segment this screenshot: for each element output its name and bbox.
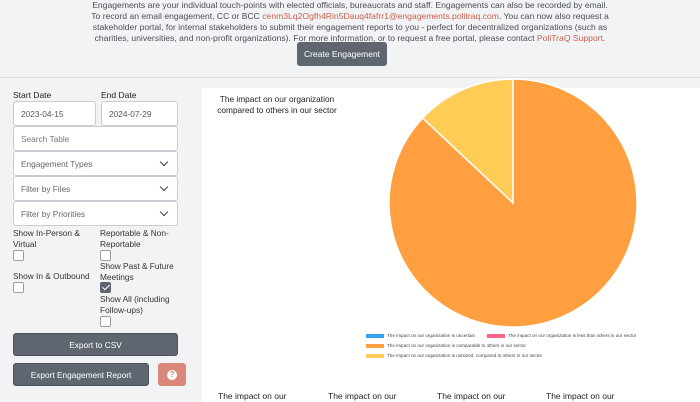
intro-line-4-post: . [603,33,606,43]
engagement-types-select[interactable]: Engagement Types [13,151,178,176]
show-all-label: Show All (including Follow-ups) [100,294,170,315]
end-date-input[interactable]: 2024-07-29 [101,101,178,126]
create-engagement-button[interactable]: Create Engagement [297,42,387,66]
support-link[interactable]: PoliTraQ Support [536,33,603,43]
legend-item-uncertain[interactable]: The impact on our organization is uncert… [366,333,475,338]
end-date-label: End Date [101,90,137,100]
filter-priorities-select[interactable]: Filter by Priorities [13,201,178,226]
legend-item-comparable[interactable]: The impact on our organization is compar… [366,343,526,348]
past-future-label: Show Past & Future Meetings [100,261,174,282]
start-date-input[interactable]: 2023-04-15 [13,101,96,126]
intro-line-2: To record an email engagement, CC or BCC… [0,11,700,22]
legend-swatch-yellow [366,353,384,358]
legend-item-less[interactable]: The impact on our organization is less t… [487,333,636,338]
intro-line-4-pre: charities, universities, and non-profit … [94,33,537,43]
in-person-label: Show In-Person & Virtual [13,228,80,249]
filter-priorities-label: Filter by Priorities [21,208,86,219]
subchart-title-1: The impact on our [218,391,287,401]
intro-line-2-post: . You can now also request a [498,11,609,21]
export-csv-button[interactable]: Export to CSV [13,333,178,356]
help-button[interactable]: ? [158,363,186,386]
chevron-down-icon [159,182,169,192]
help-icon: ? [167,369,177,380]
chevron-down-icon [159,207,169,217]
chart-title: The impact on our organization compared … [217,94,337,115]
legend-swatch-orange [366,343,384,348]
in-outbound-label: Show In & Outbound [13,271,90,281]
legend-item-outsized[interactable]: The impact on our organization is outsiz… [366,353,542,358]
in-outbound-checkbox[interactable] [13,282,24,293]
intro-line-4: charities, universities, and non-profit … [0,33,700,44]
intro-line-2-pre: To record an email engagement, CC or BCC [91,11,263,21]
search-table-input[interactable]: Search Table [13,126,178,151]
engagement-types-label: Engagement Types [21,158,93,169]
legend-label-less: The impact on our organization is less t… [508,333,637,338]
start-date-label: Start Date [13,90,52,100]
subchart-title-4: The impact on our [546,391,615,401]
legend-label-comparable: The impact on our organization is compar… [387,343,526,348]
subchart-title-2: The impact on our [328,391,397,401]
legend-swatch-blue [366,333,384,338]
legend-label-uncertain: The impact on our organization is uncert… [387,333,476,338]
chevron-down-icon [159,157,169,167]
intro-line-1: Engagements are your individual touch-po… [92,0,608,10]
filter-files-label: Filter by Files [21,183,71,194]
divider [0,77,700,78]
legend-label-outsized: The impact on our organization is outsiz… [387,353,542,358]
in-person-checkbox[interactable] [13,250,24,261]
intro-line-3: stakeholder portal, for internal stakeho… [92,22,608,32]
reportable-checkbox[interactable] [100,250,111,261]
intro-text: Engagements are your individual touch-po… [0,0,700,44]
engagement-email-link[interactable]: cenm3Lq2Ogfh4Rin5Dauq4fafrr1@engagements… [262,11,499,21]
export-report-button[interactable]: Export Engagement Report [13,363,149,386]
reportable-label: Reportable & Non-Reportable [100,228,169,249]
past-future-checkbox[interactable] [100,282,111,293]
subchart-title-3: The impact on our [437,391,506,401]
show-all-checkbox[interactable] [100,316,111,327]
filter-files-select[interactable]: Filter by Files [13,176,178,201]
legend-swatch-pink [487,333,505,338]
